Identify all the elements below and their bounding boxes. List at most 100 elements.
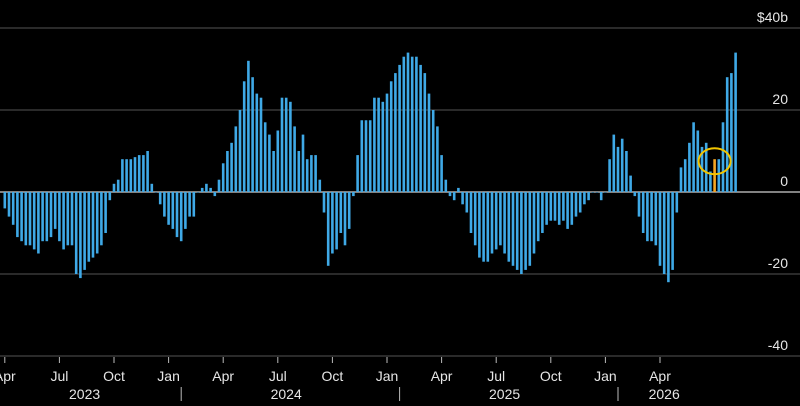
bar (167, 192, 170, 225)
bar (368, 120, 372, 192)
bar (431, 110, 435, 192)
x-tick-label: Apr (649, 368, 671, 384)
bar (121, 159, 124, 192)
bar (116, 179, 120, 192)
bar (423, 73, 427, 192)
bar (595, 192, 599, 193)
bar (528, 192, 532, 266)
bar (549, 192, 553, 221)
bar (473, 192, 477, 246)
bar (293, 126, 296, 192)
bar (11, 192, 15, 225)
year-label: 2025 (489, 386, 520, 402)
y-tick-label: $40b (757, 9, 788, 25)
x-tick-label: Oct (322, 368, 344, 384)
bar (112, 183, 116, 192)
bar (654, 192, 658, 246)
bar (406, 52, 410, 192)
bar (570, 192, 574, 225)
bar (70, 192, 74, 246)
bar (721, 122, 725, 192)
bar (146, 151, 149, 192)
bar (507, 192, 511, 262)
bar (360, 120, 364, 192)
x-tick-label: Oct (103, 368, 125, 384)
bar (272, 151, 275, 192)
bar (297, 151, 301, 192)
bar (587, 192, 590, 201)
bar (335, 192, 338, 250)
bar (171, 192, 175, 229)
bar (133, 157, 137, 192)
bar (331, 192, 334, 254)
bar (196, 192, 200, 193)
bar (398, 64, 401, 192)
bar (457, 187, 460, 192)
bar (158, 192, 162, 205)
bar (347, 192, 351, 229)
bar (74, 192, 78, 274)
bar (671, 192, 674, 270)
bar (322, 192, 326, 213)
bar (221, 163, 225, 192)
bar (305, 159, 309, 192)
bar (419, 64, 422, 192)
bar (515, 192, 519, 270)
bar (251, 77, 254, 192)
highlight-bar (713, 159, 716, 192)
bar (339, 192, 343, 233)
year-label: 2024 (271, 386, 302, 402)
bar (730, 73, 733, 192)
bar (612, 134, 616, 192)
bar (717, 159, 721, 192)
bar (620, 138, 624, 192)
bar (238, 110, 242, 192)
bar (709, 171, 712, 192)
bar (734, 52, 737, 192)
bar (209, 187, 212, 192)
bar (213, 192, 217, 197)
bar (125, 159, 128, 192)
bar (562, 192, 565, 221)
bar (310, 155, 313, 192)
bar (482, 192, 485, 262)
bar (205, 183, 208, 192)
bar (373, 97, 376, 192)
bar (394, 73, 397, 192)
bar (217, 179, 221, 192)
bar (465, 192, 469, 213)
bar (608, 159, 611, 192)
y-tick-label: 0 (780, 173, 788, 189)
bar (154, 192, 158, 193)
year-label: 2023 (69, 386, 100, 402)
y-axis-ticks: $40b 20 0 -20 -40 (757, 9, 788, 353)
bar (658, 192, 662, 266)
bar (230, 142, 233, 192)
bar (650, 192, 653, 242)
x-tick-label: Jan (594, 368, 617, 384)
bar (53, 192, 57, 229)
bar (578, 192, 582, 213)
bar (494, 192, 498, 250)
bar (452, 192, 456, 201)
bar (343, 192, 347, 246)
bar (667, 192, 670, 283)
bar (137, 155, 141, 192)
x-tick-label: Apr (212, 368, 234, 384)
highlight-circle (697, 147, 732, 176)
x-tick-label: Jul (50, 368, 68, 384)
bar (683, 159, 687, 192)
bar (675, 192, 679, 213)
bar (32, 192, 36, 250)
bar (616, 146, 620, 192)
bar (591, 192, 595, 193)
bar (301, 134, 305, 192)
bar (268, 134, 271, 192)
year-label: 2026 (649, 386, 680, 402)
bar (499, 192, 502, 246)
bar (352, 192, 355, 197)
bar (662, 192, 666, 274)
bar (520, 192, 523, 274)
bar (385, 93, 389, 192)
